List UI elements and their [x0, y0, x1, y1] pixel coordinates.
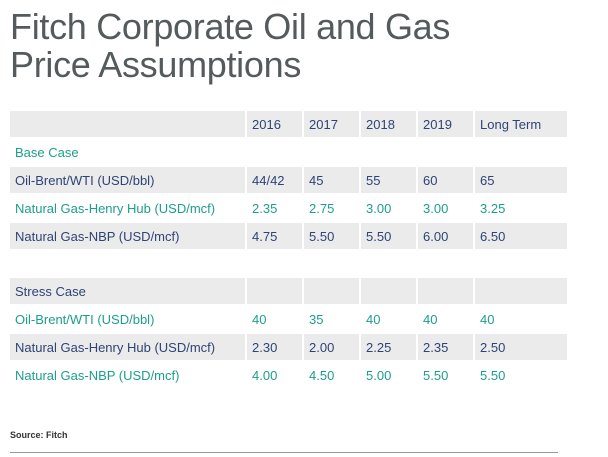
- data-row: Natural Gas-Henry Hub (USD/mcf) 2.30 2.00 2…: [10, 334, 567, 360]
- section-name: Stress Case: [10, 278, 245, 304]
- data-row: Oil-Brent/WTI (USD/bbl) 40 35 40 40 40: [10, 306, 567, 332]
- value-cell: 3.00: [418, 195, 473, 221]
- spacer-cell: [10, 251, 245, 276]
- value-cell: 45: [304, 167, 359, 193]
- value-cell: 55: [361, 167, 416, 193]
- section-name: Base Case: [10, 139, 245, 165]
- spacer-cell: [247, 251, 302, 276]
- section-cell: [361, 139, 416, 165]
- column-header: 2016: [247, 111, 302, 137]
- spacer-cell: [418, 251, 473, 276]
- value-cell: 4.50: [304, 362, 359, 388]
- row-label: Oil-Brent/WTI (USD/bbl): [10, 306, 245, 332]
- row-label: Oil-Brent/WTI (USD/bbl): [10, 167, 245, 193]
- value-cell: 3.00: [361, 195, 416, 221]
- value-cell: 6.00: [418, 223, 473, 249]
- section-cell: [247, 139, 302, 165]
- header-cell: [10, 111, 245, 137]
- section-cell: [475, 278, 567, 304]
- value-cell: 5.00: [361, 362, 416, 388]
- value-cell: 4.75: [247, 223, 302, 249]
- value-cell: 60: [418, 167, 473, 193]
- row-label: Natural Gas-Henry Hub (USD/mcf): [10, 334, 245, 360]
- spacer-cell: [361, 251, 416, 276]
- value-cell: 5.50: [418, 362, 473, 388]
- column-header: 2019: [418, 111, 473, 137]
- section-cell: [475, 139, 567, 165]
- section-row: Base Case: [10, 139, 567, 165]
- price-table: 2016 2017 2018 2019 Long Term Base Case Oil-Br…: [8, 109, 569, 390]
- value-cell: 2.35: [247, 195, 302, 221]
- data-row: Natural Gas-NBP (USD/mcf) 4.00 4.50 5.00 5.5…: [10, 362, 567, 388]
- column-header: Long Term: [475, 111, 567, 137]
- value-cell: 40: [247, 306, 302, 332]
- section-cell: [418, 278, 473, 304]
- footer-rule: [10, 452, 558, 453]
- column-header: 2018: [361, 111, 416, 137]
- value-cell: 35: [304, 306, 359, 332]
- source-note: Source: Fitch: [10, 430, 68, 440]
- value-cell: 65: [475, 167, 567, 193]
- value-cell: 2.35: [418, 334, 473, 360]
- row-label: Natural Gas-NBP (USD/mcf): [10, 223, 245, 249]
- section-cell: [304, 278, 359, 304]
- data-row: Natural Gas-NBP (USD/mcf) 4.75 5.50 5.50 6.0…: [10, 223, 567, 249]
- value-cell: 6.50: [475, 223, 567, 249]
- value-cell: 40: [418, 306, 473, 332]
- section-cell: [247, 278, 302, 304]
- value-cell: 4.00: [247, 362, 302, 388]
- section-cell: [361, 278, 416, 304]
- value-cell: 2.00: [304, 334, 359, 360]
- spacer-cell: [304, 251, 359, 276]
- value-cell: 5.50: [361, 223, 416, 249]
- row-label: Natural Gas-NBP (USD/mcf): [10, 362, 245, 388]
- value-cell: 3.25: [475, 195, 567, 221]
- section-cell: [418, 139, 473, 165]
- column-header: 2017: [304, 111, 359, 137]
- value-cell: 2.50: [475, 334, 567, 360]
- row-label: Natural Gas-Henry Hub (USD/mcf): [10, 195, 245, 221]
- header-row: 2016 2017 2018 2019 Long Term: [10, 111, 567, 137]
- spacer-cell: [475, 251, 567, 276]
- title: Fitch Corporate Oil and Gas Price Assump…: [10, 6, 451, 85]
- value-cell: 40: [475, 306, 567, 332]
- value-cell: 5.50: [304, 223, 359, 249]
- data-row: Oil-Brent/WTI (USD/bbl) 44/42 45 55 60 65: [10, 167, 567, 193]
- section-cell: [304, 139, 359, 165]
- section-row: Stress Case: [10, 278, 567, 304]
- value-cell: 44/42: [247, 167, 302, 193]
- value-cell: 2.25: [361, 334, 416, 360]
- value-cell: 5.50: [475, 362, 567, 388]
- data-row: Natural Gas-Henry Hub (USD/mcf) 2.35 2.75 3…: [10, 195, 567, 221]
- value-cell: 2.75: [304, 195, 359, 221]
- spacer-row: [10, 251, 567, 276]
- value-cell: 2.30: [247, 334, 302, 360]
- value-cell: 40: [361, 306, 416, 332]
